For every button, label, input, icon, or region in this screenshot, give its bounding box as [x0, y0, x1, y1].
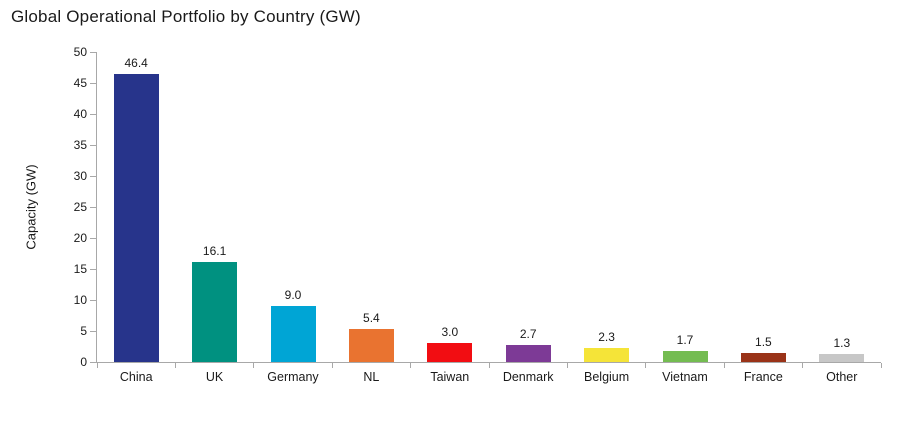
- bar-china: [113, 74, 159, 362]
- x-axis-category-label: NL: [363, 370, 380, 384]
- bar-france: [740, 352, 786, 362]
- bar-value-label: 2.3: [598, 329, 615, 344]
- y-axis-tick-label: 15: [73, 262, 87, 276]
- bar-value-label: 2.7: [519, 327, 537, 342]
- bar-value-label: 1.7: [676, 333, 694, 348]
- bar-value-label: 1.5: [755, 334, 772, 349]
- y-axis-tick: [90, 175, 96, 177]
- y-axis-tick: [90, 268, 96, 270]
- x-axis-category-label: Vietnam: [662, 370, 708, 384]
- x-axis-tick: [880, 363, 882, 368]
- bar-value-label: 9.0: [284, 288, 302, 303]
- x-axis-category-label: Other: [826, 370, 858, 384]
- x-axis-category-label: Denmark: [502, 370, 554, 384]
- y-axis-tick-label: 50: [73, 45, 87, 59]
- y-axis-tick-label: 10: [73, 293, 87, 307]
- bar-denmark: [505, 345, 551, 362]
- x-axis-category-label: UK: [205, 370, 224, 384]
- x-axis-tick: [802, 363, 804, 368]
- bar-value-label: 1.3: [833, 335, 851, 350]
- bar-value-label: 5.4: [363, 310, 380, 325]
- y-axis-tick: [90, 206, 96, 208]
- y-axis-tick: [90, 299, 96, 301]
- y-axis-tick: [90, 113, 96, 115]
- x-axis-tick: [96, 363, 98, 368]
- bar-uk: [192, 262, 238, 362]
- y-axis-tick: [90, 330, 96, 332]
- x-axis-tick: [174, 363, 176, 368]
- bar-taiwan: [427, 343, 473, 362]
- bar-belgium: [584, 347, 630, 362]
- y-axis-tick-label: 30: [73, 169, 87, 183]
- y-axis-tick: [90, 361, 96, 363]
- y-axis-tick: [90, 144, 96, 146]
- bar-value-label: 3.0: [441, 325, 459, 340]
- x-axis-category-label: China: [119, 370, 153, 384]
- y-axis-tick-label: 25: [73, 200, 87, 214]
- bar-value-label: 16.1: [202, 244, 227, 259]
- x-axis-tick: [331, 363, 333, 368]
- y-axis-tick-label: 40: [73, 107, 87, 121]
- y-axis-tick-label: 0: [80, 355, 87, 369]
- plot-area: 0 5 10 15 20 25 30 35 40 45 50 46.4 China 16.1 UK 9.0 Ge…: [74, 45, 882, 384]
- y-axis-title: Capacity (GW): [23, 164, 39, 250]
- x-axis-category-label: Taiwan: [430, 370, 470, 384]
- bar-value-label: 46.4: [124, 56, 148, 71]
- bar-germany: [270, 306, 316, 362]
- x-axis-tick: [410, 363, 412, 368]
- y-axis-tick-label: 20: [73, 231, 87, 245]
- y-axis-tick-label: 45: [73, 76, 87, 90]
- y-axis-tick-label: 5: [80, 324, 87, 338]
- y-axis-tick: [90, 237, 96, 239]
- x-axis-category-label: Belgium: [584, 370, 630, 384]
- bar-other: [819, 353, 865, 362]
- bar-vietnam: [662, 351, 708, 362]
- y-axis-tick: [90, 51, 96, 53]
- x-axis-tick: [645, 363, 647, 368]
- x-axis-tick: [566, 363, 568, 368]
- x-axis-category-label: Germany: [267, 370, 319, 384]
- x-axis-tick: [488, 363, 490, 368]
- y-axis-tick-label: 35: [73, 138, 87, 152]
- x-axis-category-label: France: [743, 370, 783, 384]
- x-axis-tick: [723, 363, 725, 368]
- y-axis-tick: [90, 82, 96, 84]
- chart-title: Global Operational Portfolio by Country …: [11, 7, 361, 26]
- bar-nl: [348, 328, 394, 362]
- x-axis-tick: [253, 363, 255, 368]
